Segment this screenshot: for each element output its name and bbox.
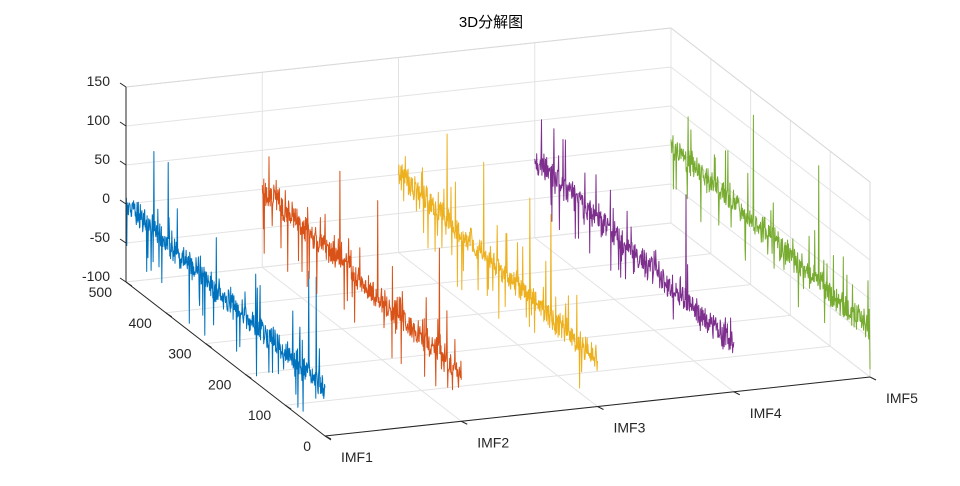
series-line-imf3 [398,133,598,389]
box-edge [125,27,672,88]
y-tick-label: 500 [89,284,113,300]
y-tick-mark [245,373,252,379]
y-tick-mark [125,281,133,287]
z-tick-label: -100 [82,268,110,284]
z-tick-mark [119,277,127,283]
grid-line [261,266,462,422]
grid-line [125,105,672,166]
y-tick-mark [324,435,332,441]
grid-line [670,222,871,378]
x-tick-label: IMF3 [614,420,646,436]
grid-line [670,183,871,339]
series-line-imf5 [670,114,871,370]
axes [119,82,877,441]
series-group [125,114,871,412]
z-tick-label: -50 [90,229,110,245]
y-tick-mark [165,312,173,318]
grid-line [285,345,831,406]
y-axis-line [125,281,326,437]
x-tick-label: IMF2 [477,434,509,450]
x-tick-label: IMF1 [341,449,373,465]
z-tick-label: 0 [102,190,110,206]
grid-line [534,237,735,393]
y-tick-label: 400 [128,315,152,331]
z-tick-mark [119,121,127,127]
z-tick-mark [119,82,127,88]
x-tick-label: IMF5 [886,390,918,406]
z-tick-label: 100 [87,112,111,128]
grid-line [670,105,871,261]
z-tick-label: 50 [94,151,110,167]
box-edge [670,27,871,183]
z-tick-mark [119,160,127,166]
z-tick-mark [119,238,127,244]
y-tick-label: 100 [248,407,272,423]
grid-line [398,252,598,407]
series-line-imf4 [534,119,735,354]
x-tick-label: IMF4 [750,405,782,421]
series-line-imf1 [125,151,326,412]
y-tick-label: 200 [208,376,232,392]
y-tick-label: 0 [303,438,311,454]
grid-line [125,66,672,127]
chart-title: 3D分解图 [459,14,523,31]
grid-line [165,253,711,314]
x-tick-mark [869,376,877,381]
series-line-imf2 [261,156,462,391]
y-tick-mark [205,343,212,349]
grid-line [205,284,751,345]
tick-labels: IMF1IMF2IMF3IMF4IMF50100200300400500-100… [82,73,918,465]
y-tick-label: 300 [168,346,192,362]
grid-line [670,66,871,222]
x-tick-mark [461,420,468,425]
z-tick-label: 150 [87,73,111,89]
x-tick-mark [597,406,604,410]
y-tick-mark [284,404,292,410]
x-tick-mark [733,391,740,396]
z-tick-mark [119,199,127,205]
